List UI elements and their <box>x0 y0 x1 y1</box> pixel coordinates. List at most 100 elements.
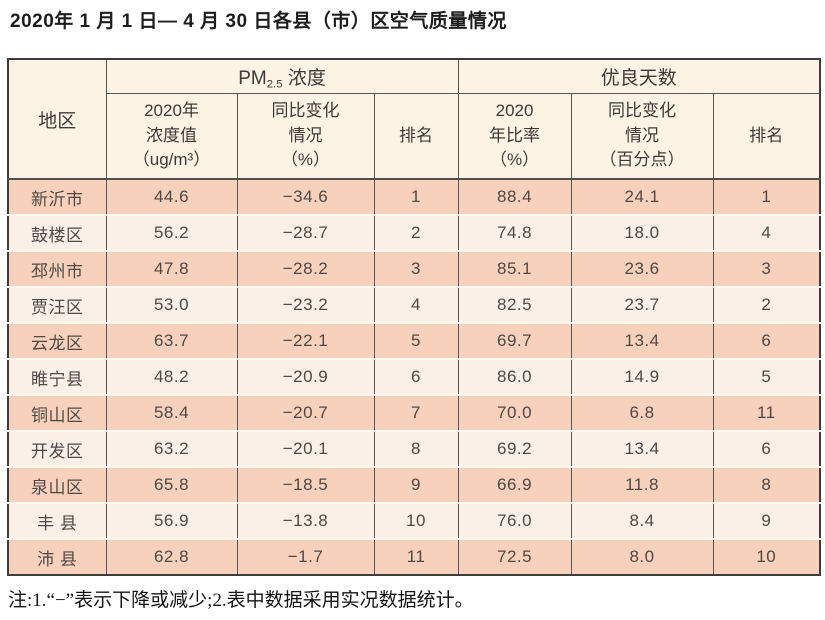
cell-pm-value: 65.8 <box>105 466 237 503</box>
cell-days-rank: 3 <box>712 250 821 287</box>
cell-pm-change: −22.1 <box>236 322 374 359</box>
cell-region: 睢宁县 <box>7 358 106 395</box>
cell-pm-value: 56.9 <box>105 502 237 539</box>
cell-pm-rank: 10 <box>373 502 459 539</box>
header-group-row: 地区 PM2.5 浓度 优良天数 <box>7 59 821 180</box>
cell-days-rank: 8 <box>712 466 821 503</box>
cell-days-change: 18.0 <box>570 214 714 251</box>
cell-pm-value: 48.2 <box>105 358 237 395</box>
cell-pm-rank: 2 <box>373 214 459 251</box>
cell-pm-rank: 7 <box>373 394 459 431</box>
table-row: 鼓楼区 56.2 −28.7 2 74.8 18.0 4 <box>7 214 821 251</box>
table-row: 新沂市 44.6 −34.6 1 88.4 24.1 1 <box>7 179 821 215</box>
cell-days-change: 8.4 <box>570 502 714 539</box>
cell-days-rank: 6 <box>712 322 821 359</box>
cell-pm-rank: 9 <box>373 466 459 503</box>
pm25-label-suffix: 浓度 <box>282 67 326 89</box>
cell-days-ratio: 70.0 <box>457 394 572 431</box>
cell-pm-change: −28.7 <box>236 214 374 251</box>
cell-region: 泉山区 <box>7 466 106 503</box>
table-row: 泉山区 65.8 −18.5 9 66.9 11.8 8 <box>7 466 821 503</box>
cell-days-ratio: 69.7 <box>457 322 572 359</box>
cell-days-change: 13.4 <box>570 430 714 467</box>
cell-pm-rank: 8 <box>373 430 459 467</box>
cell-pm-rank: 11 <box>373 538 459 575</box>
cell-days-change: 24.1 <box>570 179 714 215</box>
cell-pm-change: −18.5 <box>236 466 374 503</box>
col-header-pm25-group: PM2.5 浓度 <box>105 59 459 94</box>
cell-pm-value: 53.0 <box>105 286 237 323</box>
cell-pm-change: −20.1 <box>236 430 374 467</box>
cell-pm-change: −20.7 <box>236 394 374 431</box>
cell-days-change: 23.6 <box>570 250 714 287</box>
cell-pm-value: 56.2 <box>105 214 237 251</box>
cell-days-ratio: 82.5 <box>457 286 572 323</box>
col-header-pm-rank: 排名 <box>373 93 459 180</box>
col-header-days-rank: 排名 <box>712 93 821 180</box>
col-header-gooddays-group: 优良天数 <box>457 59 821 94</box>
col-header-region: 地区 <box>7 59 106 180</box>
cell-pm-value: 62.8 <box>105 538 237 575</box>
pm25-label-base: PM <box>238 67 267 89</box>
cell-days-ratio: 76.0 <box>457 502 572 539</box>
cell-pm-rank: 6 <box>373 358 459 395</box>
cell-days-rank: 6 <box>712 430 821 467</box>
cell-pm-change: −20.9 <box>236 358 374 395</box>
cell-days-ratio: 69.2 <box>457 430 572 467</box>
table-row: 邳州市 47.8 −28.2 3 85.1 23.6 3 <box>7 250 821 287</box>
table-row: 睢宁县 48.2 −20.9 6 86.0 14.9 5 <box>7 358 821 395</box>
cell-days-change: 6.8 <box>570 394 714 431</box>
cell-pm-value: 47.8 <box>105 250 237 287</box>
cell-pm-change: −28.2 <box>236 250 374 287</box>
air-quality-table: 地区 PM2.5 浓度 优良天数 2020年 浓度值 （ug/m³） 同比变化 … <box>7 58 822 576</box>
page-title: 2020年 1 月 1 日— 4 月 30 日各县（市）区空气质量情况 <box>10 11 507 32</box>
cell-days-ratio: 86.0 <box>457 358 572 395</box>
cell-region: 丰 县 <box>7 502 106 539</box>
cell-region: 云龙区 <box>7 322 106 359</box>
cell-region: 开发区 <box>7 430 106 467</box>
table-body: 新沂市 44.6 −34.6 1 88.4 24.1 1 鼓楼区 56.2 −2… <box>7 179 821 575</box>
cell-days-change: 8.0 <box>570 538 714 575</box>
cell-days-ratio: 66.9 <box>457 466 572 503</box>
cell-pm-rank: 3 <box>373 250 459 287</box>
cell-pm-change: −13.8 <box>236 502 374 539</box>
cell-region: 新沂市 <box>7 179 106 215</box>
cell-pm-value: 63.7 <box>105 322 237 359</box>
cell-pm-change: −1.7 <box>236 538 374 575</box>
pm25-label-subscript: 2.5 <box>266 78 283 91</box>
cell-days-rank: 10 <box>712 538 821 575</box>
footnote: 注:1.“−”表示下降或减少;2.表中数据采用实况数据统计。 <box>8 590 474 611</box>
col-header-pm-change: 同比变化 情况 （%） <box>236 93 374 180</box>
cell-pm-rank: 5 <box>373 322 459 359</box>
table-row: 沛 县 62.8 −1.7 11 72.5 8.0 10 <box>7 538 821 575</box>
col-header-days-ratio: 2020 年比率 （%） <box>457 93 572 180</box>
cell-days-change: 13.4 <box>570 322 714 359</box>
cell-days-ratio: 88.4 <box>457 179 572 215</box>
cell-pm-change: −23.2 <box>236 286 374 323</box>
cell-days-rank: 5 <box>712 358 821 395</box>
cell-region: 鼓楼区 <box>7 214 106 251</box>
cell-days-rank: 9 <box>712 502 821 539</box>
cell-pm-value: 58.4 <box>105 394 237 431</box>
cell-days-rank: 4 <box>712 214 821 251</box>
cell-days-rank: 1 <box>712 179 821 215</box>
cell-days-ratio: 74.8 <box>457 214 572 251</box>
cell-days-change: 23.7 <box>570 286 714 323</box>
cell-region: 铜山区 <box>7 394 106 431</box>
table-row: 云龙区 63.7 −22.1 5 69.7 13.4 6 <box>7 322 821 359</box>
table-row: 贾汪区 53.0 −23.2 4 82.5 23.7 2 <box>7 286 821 323</box>
cell-days-change: 14.9 <box>570 358 714 395</box>
cell-days-rank: 2 <box>712 286 821 323</box>
col-header-pm-value: 2020年 浓度值 （ug/m³） <box>105 93 237 180</box>
cell-days-ratio: 85.1 <box>457 250 572 287</box>
cell-region: 沛 县 <box>7 538 106 575</box>
cell-pm-value: 44.6 <box>105 179 237 215</box>
table-header: 地区 PM2.5 浓度 优良天数 2020年 浓度值 （ug/m³） 同比变化 … <box>7 59 821 180</box>
header-sub-row: 2020年 浓度值 （ug/m³） 同比变化 情况 （%） 排名 2020 年比… <box>8 93 821 180</box>
cell-pm-value: 63.2 <box>105 430 237 467</box>
cell-region: 贾汪区 <box>7 286 106 323</box>
cell-pm-rank: 1 <box>373 179 459 215</box>
cell-region: 邳州市 <box>7 250 106 287</box>
cell-days-ratio: 72.5 <box>457 538 572 575</box>
